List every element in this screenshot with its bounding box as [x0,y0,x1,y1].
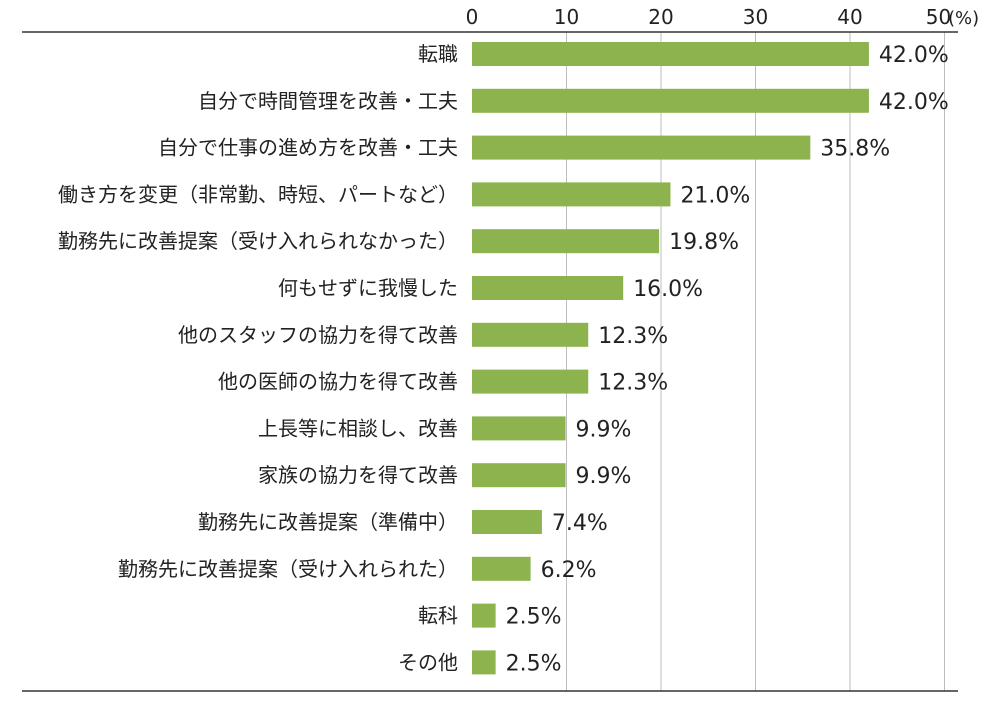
bar [472,276,624,300]
x-tick-label: 20 [648,5,673,29]
category-label: その他 [398,650,458,674]
category-label: 他のスタッフの協力を得て改善 [178,323,458,347]
unit-label: (%) [948,8,979,29]
category-label: 何もせずに我慢した [278,276,458,300]
category-label: 勤務先に改善提案（受け入れられなかった） [58,229,458,253]
x-tick-label: 50 [926,5,951,29]
bar [472,88,869,113]
category-label: 上長等に相談し、改善 [258,416,458,440]
value-label: 42.0% [879,90,949,115]
bar [472,510,542,534]
value-label: 12.3% [598,371,668,396]
value-label: 21.0% [680,183,750,208]
x-tick-label: 30 [743,5,768,29]
category-label: 転職 [418,42,458,66]
bar [472,182,671,207]
value-label: 12.3% [598,324,668,349]
bar [472,42,869,66]
category-label: 勤務先に改善提案（受け入れられた） [118,557,458,581]
bar [472,135,811,160]
bar [472,369,589,394]
category-label: 自分で仕事の進め方を改善・工夫 [158,136,458,160]
value-label: 16.0% [633,277,703,302]
category-label: 他の医師の協力を得て改善 [218,370,458,394]
value-label: 35.8% [820,137,890,162]
bar [472,416,566,441]
x-tick-label: 40 [837,5,862,29]
value-labels: 42.0% 42.0% 35.8% 21.0% 19.8% 16.0% 12.3% 12.3%… [506,43,949,676]
x-tick-label: 10 [554,5,579,29]
bar [472,229,660,254]
value-label: 9.9% [576,417,632,442]
x-axis-ticks: 0 10 20 30 40 50(%) [466,5,980,29]
bars [472,42,869,675]
category-label: 勤務先に改善提案（準備中） [198,510,458,534]
category-label: 自分で時間管理を改善・工夫 [198,89,458,113]
bar [472,463,566,488]
value-label: 2.5% [506,605,562,630]
value-label: 6.2% [541,558,597,583]
bar [472,650,496,675]
x-tick-label: 0 [466,5,479,29]
bar [472,556,531,581]
category-labels: 転職自分で時間管理を改善・工夫自分で仕事の進め方を改善・工夫働き方を変更（非常勤… [58,42,458,674]
value-label: 42.0% [879,43,949,68]
value-label: 19.8% [669,230,739,255]
value-label: 2.5% [506,651,562,676]
category-label: 働き方を変更（非常勤、時短、パートなど） [58,182,458,206]
category-label: 家族の協力を得て改善 [258,463,458,487]
bar [472,603,496,628]
category-label: 転科 [418,604,458,628]
value-label: 9.9% [576,464,632,489]
bar [472,322,589,347]
value-label: 7.4% [552,511,608,536]
grid-lines [566,32,945,691]
